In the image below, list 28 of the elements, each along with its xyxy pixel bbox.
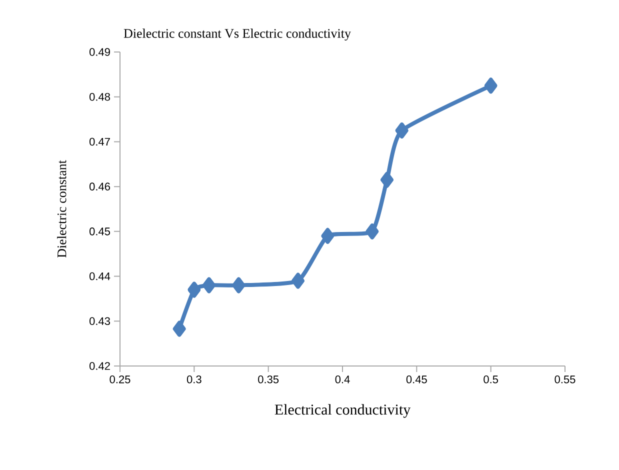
x-tick-label: 0.4 [335, 376, 350, 384]
point [202, 277, 216, 294]
y-tick-label: 0.48 [90, 92, 110, 101]
x-tick-label: 0.3 [186, 376, 202, 384]
y-tick-label: 0.45 [90, 228, 110, 236]
point [188, 282, 201, 298]
y-tick-label: 0.47 [90, 138, 110, 146]
x-tick-label: 0.35 [258, 376, 279, 384]
x-tick-label: 0.5 [484, 376, 498, 384]
point [172, 320, 186, 337]
chart-title: Dielectric constant Vs Electric conductivity [124, 28, 351, 41]
point [395, 122, 408, 139]
point [321, 228, 334, 244]
y-tick-label: 0.46 [90, 182, 110, 190]
y-tick-label: 0.42 [90, 362, 110, 370]
x-tick-label: 0.25 [110, 376, 130, 384]
point [366, 223, 379, 240]
point [380, 172, 394, 188]
y-tick-label: 0.44 [90, 272, 110, 280]
point [292, 272, 305, 289]
x-axis-title: Electrical conductivity [274, 404, 411, 418]
point [232, 277, 246, 294]
y-tick-label: 0.43 [90, 317, 110, 326]
point [484, 78, 498, 94]
x-tick-label: 0.45 [406, 376, 427, 384]
y-tick-label: 0.49 [90, 48, 110, 56]
x-tick-label: 0.55 [554, 376, 576, 384]
y-axis-title: Dielectric constant [57, 160, 66, 258]
